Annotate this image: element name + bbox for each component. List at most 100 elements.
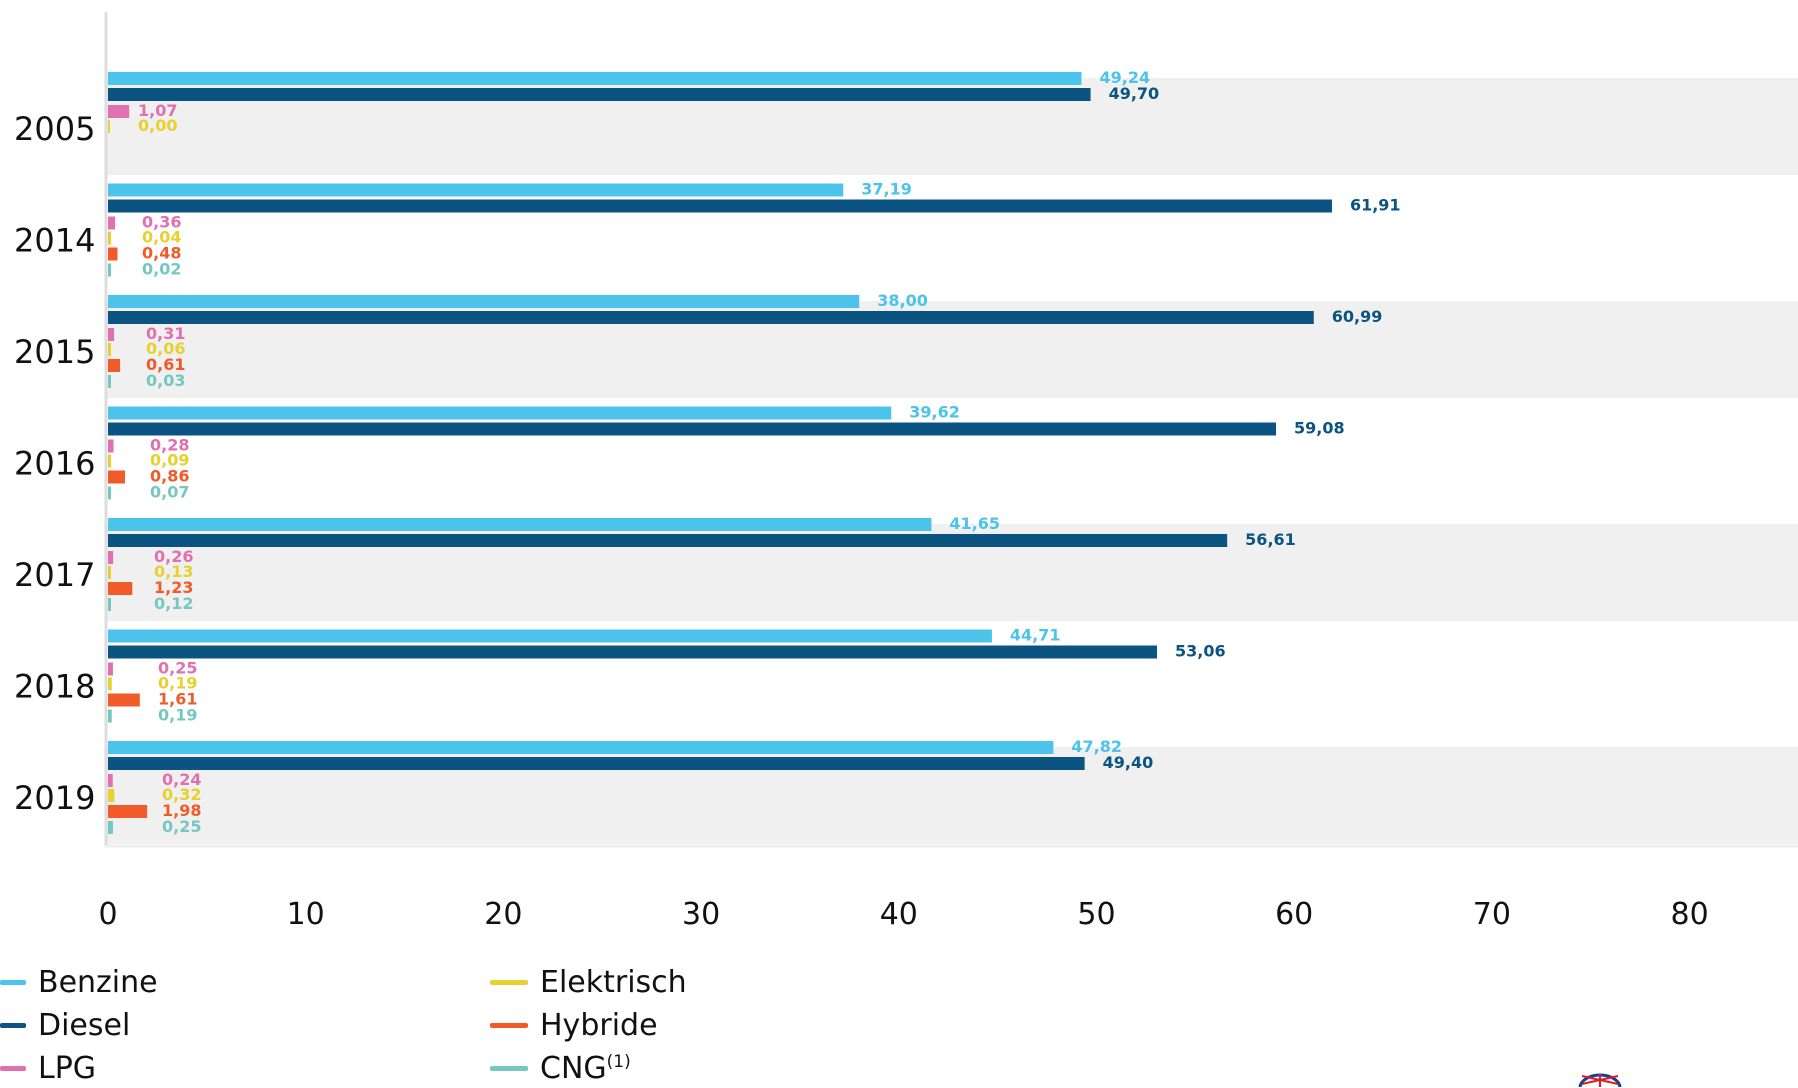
x-tick-label: 70 bbox=[1473, 897, 1511, 932]
bar bbox=[108, 741, 1054, 754]
data-label: 0,26 bbox=[154, 547, 193, 566]
legend-swatch-elektrisch bbox=[490, 979, 528, 985]
data-label: 61,91 bbox=[1350, 196, 1401, 215]
bar bbox=[108, 598, 111, 611]
legend-item-elektrisch: Elektrisch bbox=[490, 962, 687, 1002]
bar bbox=[108, 311, 1314, 324]
data-label: 44,71 bbox=[1010, 626, 1061, 645]
legend-swatch-lpg bbox=[0, 1065, 26, 1071]
data-label: 53,06 bbox=[1175, 642, 1226, 661]
legend-label-benzine: Benzine bbox=[38, 964, 158, 1000]
data-label: 0,25 bbox=[162, 817, 201, 836]
bar bbox=[108, 805, 148, 818]
bar bbox=[108, 693, 140, 707]
bar bbox=[108, 406, 892, 420]
bar bbox=[108, 375, 111, 388]
bar bbox=[108, 486, 111, 500]
legend-label-lpg: LPG bbox=[38, 1050, 97, 1086]
data-label: 56,61 bbox=[1245, 530, 1296, 549]
data-label: 1,23 bbox=[154, 578, 193, 597]
category-label: 2019 bbox=[14, 779, 95, 817]
bar bbox=[108, 534, 1228, 547]
bar bbox=[108, 216, 116, 230]
data-label: 0,02 bbox=[142, 260, 181, 279]
data-label: 0,25 bbox=[158, 659, 197, 678]
data-label: 0,86 bbox=[150, 467, 189, 486]
data-label: 0,03 bbox=[146, 371, 185, 390]
data-label: 38,00 bbox=[877, 291, 928, 310]
bar bbox=[108, 263, 111, 277]
legend-item-cng: CNG(1) bbox=[490, 1048, 631, 1088]
data-label: 0,32 bbox=[162, 785, 201, 804]
bar bbox=[108, 662, 113, 676]
data-label: 0,04 bbox=[142, 228, 181, 247]
legend: Benzine Diesel LPG Elektrisch Hybride CN… bbox=[0, 962, 800, 1087]
bar bbox=[108, 199, 1332, 213]
data-label: 49,70 bbox=[1109, 84, 1160, 103]
category-label: 2014 bbox=[14, 222, 95, 260]
x-tick-label: 60 bbox=[1275, 897, 1313, 932]
bar bbox=[108, 439, 114, 453]
legend-footnote-marker: (1) bbox=[606, 1051, 631, 1072]
bar bbox=[108, 120, 110, 133]
bar bbox=[108, 629, 992, 643]
data-label: 0,36 bbox=[142, 213, 181, 232]
legend-label-cng: CNG(1) bbox=[540, 1051, 631, 1086]
data-label: 47,82 bbox=[1071, 737, 1122, 756]
data-label: 59,08 bbox=[1294, 419, 1345, 438]
x-tick-label: 30 bbox=[682, 897, 720, 932]
category-label: 2005 bbox=[14, 110, 95, 148]
bar bbox=[108, 757, 1085, 770]
bar bbox=[108, 677, 112, 691]
legend-swatch-diesel bbox=[0, 1022, 26, 1028]
bar bbox=[108, 328, 115, 341]
legend-swatch-benzine bbox=[0, 979, 26, 985]
data-label: 0,13 bbox=[154, 562, 193, 581]
bar bbox=[108, 582, 133, 595]
data-label: 0,00 bbox=[138, 116, 177, 135]
data-label: 0,31 bbox=[146, 324, 185, 343]
bar bbox=[108, 518, 932, 531]
bar bbox=[108, 343, 111, 356]
x-tick-label: 80 bbox=[1671, 897, 1709, 932]
bar bbox=[108, 645, 1157, 659]
x-tick-label: 20 bbox=[484, 897, 522, 932]
x-tick-label: 0 bbox=[98, 897, 117, 932]
bar bbox=[108, 247, 118, 261]
data-label: 1,07 bbox=[138, 101, 177, 120]
bar bbox=[108, 72, 1082, 85]
legend-label-hybride: Hybride bbox=[540, 1007, 658, 1043]
category-label: 2017 bbox=[14, 556, 95, 594]
data-label: 0,19 bbox=[158, 674, 197, 693]
legend-label-cng-text: CNG bbox=[540, 1050, 607, 1086]
x-tick-label: 50 bbox=[1077, 897, 1115, 932]
legend-swatch-hybride bbox=[490, 1022, 528, 1028]
legend-item-diesel: Diesel bbox=[0, 1005, 130, 1045]
data-label: 39,62 bbox=[909, 403, 960, 422]
bar bbox=[108, 454, 111, 468]
legend-label-elektrisch: Elektrisch bbox=[540, 964, 687, 1000]
data-label: 0,06 bbox=[146, 339, 185, 358]
category-label: 2015 bbox=[14, 333, 95, 371]
legend-item-benzine: Benzine bbox=[0, 962, 158, 1002]
data-label: 49,40 bbox=[1103, 753, 1154, 772]
bar bbox=[108, 295, 860, 308]
bar bbox=[108, 88, 1091, 101]
data-label: 0,19 bbox=[158, 706, 197, 725]
data-label: 0,48 bbox=[142, 244, 181, 263]
data-label: 0,09 bbox=[150, 451, 189, 470]
data-label: 60,99 bbox=[1332, 307, 1383, 326]
x-tick-label: 40 bbox=[880, 897, 918, 932]
category-label: 2016 bbox=[14, 445, 95, 483]
bar bbox=[108, 359, 121, 372]
data-label: 37,19 bbox=[861, 180, 912, 199]
bar bbox=[108, 470, 126, 484]
data-label: 1,61 bbox=[158, 690, 197, 709]
legend-label-diesel: Diesel bbox=[38, 1007, 131, 1043]
bar bbox=[108, 183, 844, 197]
bar bbox=[108, 105, 130, 118]
bar bbox=[108, 821, 113, 834]
bar bbox=[108, 566, 111, 579]
bar bbox=[108, 231, 111, 245]
